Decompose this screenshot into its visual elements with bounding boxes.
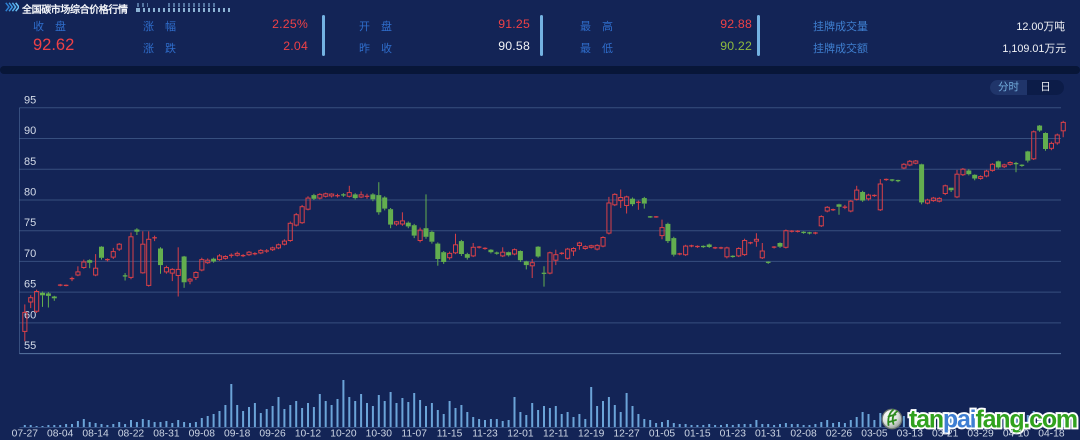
svg-text:12-27: 12-27 [613,429,640,440]
svg-text:03-29: 03-29 [967,429,994,440]
svg-text:12-01: 12-01 [507,429,534,440]
svg-text:80: 80 [24,187,36,199]
svg-text:95: 95 [24,94,36,106]
svg-text:01-31: 01-31 [755,429,782,440]
svg-text:11-07: 11-07 [401,429,427,440]
svg-text:11-23: 11-23 [472,429,498,440]
svg-text:01-23: 01-23 [720,429,747,440]
svg-text:10-30: 10-30 [366,429,393,440]
svg-text:09-08: 09-08 [189,429,216,440]
svg-text:08-31: 08-31 [153,429,180,440]
svg-text:10-12: 10-12 [295,429,322,440]
svg-text:08-22: 08-22 [118,429,145,440]
svg-text:08-14: 08-14 [82,429,109,440]
svg-text:12-11: 12-11 [543,429,569,440]
svg-text:11-15: 11-15 [437,429,463,440]
svg-text:01-15: 01-15 [684,429,711,440]
svg-text:90: 90 [24,125,36,137]
svg-text:55: 55 [24,340,36,352]
svg-text:12-19: 12-19 [578,429,605,440]
svg-text:70: 70 [24,248,36,260]
svg-text:08-04: 08-04 [47,429,74,440]
svg-text:01-05: 01-05 [649,429,676,440]
svg-text:03-21: 03-21 [932,429,959,440]
svg-text:02-26: 02-26 [826,429,853,440]
svg-text:85: 85 [24,156,36,168]
svg-text:10-20: 10-20 [330,429,357,440]
svg-text:04-10: 04-10 [1003,429,1030,440]
svg-text:09-18: 09-18 [224,429,251,440]
svg-text:09-26: 09-26 [259,429,286,440]
svg-text:04-18: 04-18 [1038,429,1065,440]
svg-text:02-08: 02-08 [790,429,817,440]
svg-text:03-05: 03-05 [861,429,888,440]
svg-text:03-13: 03-13 [897,429,924,440]
svg-text:tanpaifang.com: tanpaifang.com [909,406,1077,434]
svg-text:75: 75 [24,217,36,229]
svg-text:65: 65 [24,279,36,291]
svg-text:07-27: 07-27 [12,429,39,440]
